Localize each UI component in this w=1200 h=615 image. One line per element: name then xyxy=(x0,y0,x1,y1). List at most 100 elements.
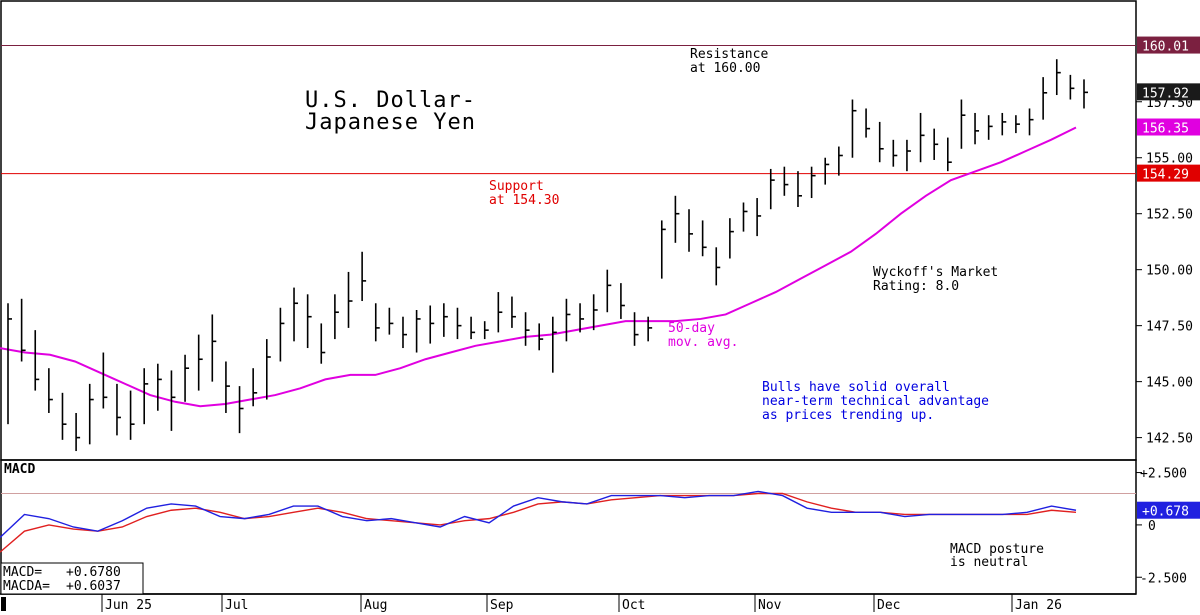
price-bar xyxy=(592,294,598,331)
month-label: Jan 26 xyxy=(1015,598,1062,613)
last-price-tag-box xyxy=(1137,83,1200,101)
price-bar xyxy=(238,386,244,434)
price-bar xyxy=(524,312,530,346)
price-bar xyxy=(1055,59,1061,96)
macd-tick-label: -2.500 xyxy=(1140,571,1187,586)
price-bar xyxy=(129,390,135,440)
price-bar xyxy=(61,392,67,440)
resistance-tag-box xyxy=(1137,36,1200,54)
price-bar xyxy=(415,309,421,353)
price-bar xyxy=(483,321,489,340)
price-bar xyxy=(334,294,339,340)
price-bar xyxy=(429,305,435,344)
support-tag-text: 154.29 xyxy=(1142,168,1189,183)
price-tags: 160.01 157.92 156.35 154.29 +0.678 xyxy=(1137,36,1200,520)
price-tick-label: 155.00 xyxy=(1146,152,1193,167)
price-bar xyxy=(987,115,993,140)
price-tick-label: 142.50 xyxy=(1146,432,1193,447)
chart-title-line-1: U.S. Dollar- xyxy=(305,88,476,113)
price-bar xyxy=(1083,79,1088,109)
price-bar xyxy=(919,112,925,163)
price-bar xyxy=(116,383,121,436)
resistance-note-line-1: Resistance xyxy=(690,47,768,62)
price-bar xyxy=(20,298,26,362)
price-bar xyxy=(892,139,898,167)
price-bar xyxy=(443,303,448,337)
price-bar xyxy=(293,287,299,342)
price-bar xyxy=(946,137,952,172)
macd-series-macd xyxy=(0,490,1077,538)
price-bar xyxy=(769,168,775,210)
macd-tick-label: 0 xyxy=(1148,519,1156,534)
price-bar xyxy=(742,202,748,232)
price-bar xyxy=(48,368,53,413)
price-bar xyxy=(347,271,353,328)
ma50-tag-text: 156.35 xyxy=(1142,122,1189,137)
price-bar xyxy=(265,339,271,400)
price-bar xyxy=(1042,77,1048,120)
price-bar xyxy=(361,251,367,302)
commentary-line-2: near-term technical advantage xyxy=(762,394,989,409)
support-note-line-2: at 154.30 xyxy=(489,193,559,208)
price-bar xyxy=(320,323,326,364)
price-bar xyxy=(456,307,462,340)
price-bar xyxy=(552,316,557,373)
price-bar xyxy=(34,330,40,391)
ma50-note-line-2: mov. avg. xyxy=(668,335,738,350)
price-bar xyxy=(88,383,94,445)
commentary-line-1: Bulls have solid overall xyxy=(762,380,950,395)
price-bar xyxy=(906,139,911,172)
price-bar xyxy=(1028,108,1034,136)
price-bar xyxy=(810,166,816,199)
support-note-line-1: Support xyxy=(489,179,544,194)
macd-tag-text: +0.678 xyxy=(1142,505,1189,520)
price-bar xyxy=(388,307,394,335)
price-bar xyxy=(838,146,843,176)
price-bar xyxy=(184,354,190,402)
last-price-tag-text: 157.92 xyxy=(1142,86,1189,101)
price-bar xyxy=(688,209,694,252)
price-bar xyxy=(225,361,230,413)
price-bar xyxy=(960,99,966,149)
price-bar xyxy=(511,296,516,328)
price-bar xyxy=(1015,115,1020,134)
price-tick-label: 145.00 xyxy=(1146,376,1193,391)
price-bar xyxy=(633,312,639,346)
macd-tick-label: +2.500 xyxy=(1140,467,1187,482)
macd-readout-value: +0.6780 xyxy=(66,565,121,580)
macda-readout-label: MACDA= xyxy=(3,579,50,594)
price-bar xyxy=(620,283,625,319)
macd-note-line-1: MACD posture xyxy=(950,542,1044,557)
price-tick-label: 150.00 xyxy=(1146,264,1193,279)
month-label: Nov xyxy=(758,598,782,613)
price-bar xyxy=(102,352,108,409)
month-label: Sep xyxy=(490,598,514,613)
price-bar xyxy=(674,195,680,243)
month-label: Dec xyxy=(877,598,900,613)
macd-tag-box xyxy=(1137,501,1200,519)
price-tick-label: 152.50 xyxy=(1146,208,1193,223)
price-bar xyxy=(606,269,612,313)
ma50-layer xyxy=(0,126,1077,408)
price-bar xyxy=(824,157,830,185)
price-bar xyxy=(878,121,884,163)
price-bar xyxy=(865,108,871,138)
price-bar xyxy=(851,99,857,158)
price-bar xyxy=(211,314,217,382)
price-bar xyxy=(497,292,503,333)
price-bar xyxy=(402,316,407,349)
ohlc-bars xyxy=(7,59,1088,452)
price-bar xyxy=(279,307,285,362)
resistance-note-line-2: at 160.00 xyxy=(690,61,760,76)
ma50-note-line-1: 50-day xyxy=(668,321,715,336)
price-bar xyxy=(252,368,258,407)
price-bar xyxy=(170,370,176,431)
macd-series-macda xyxy=(0,492,1077,553)
price-axis: 142.50145.00147.50150.00152.50155.00157.… xyxy=(1136,96,1193,447)
price-bar xyxy=(797,171,802,207)
price-tick-label: 147.50 xyxy=(1146,320,1193,335)
price-bar xyxy=(470,316,476,340)
price-bar xyxy=(715,247,721,286)
